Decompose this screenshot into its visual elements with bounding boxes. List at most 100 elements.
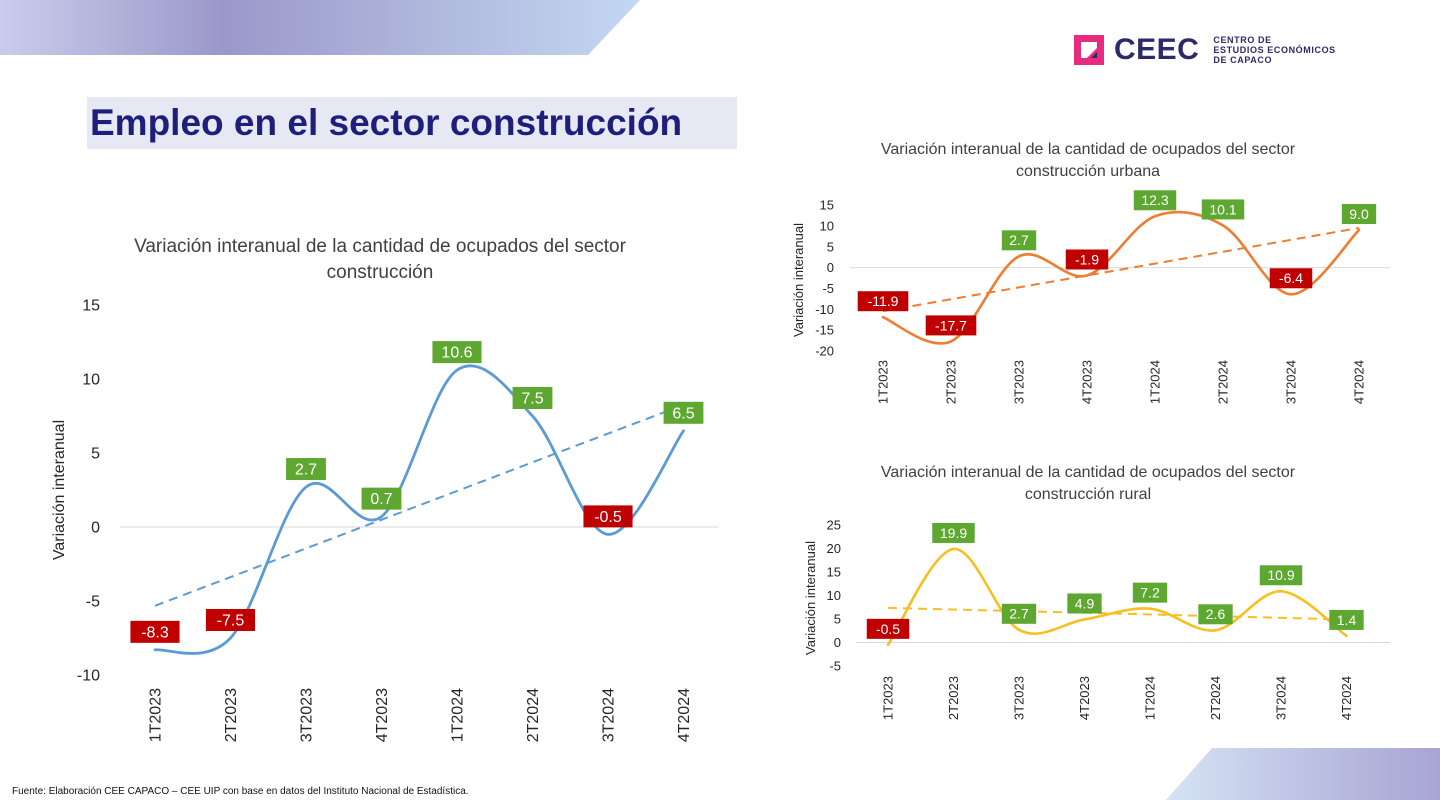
urbana-data-label-box <box>1133 190 1177 211</box>
urbana-y-tick-label: -10 <box>815 302 834 317</box>
urbana-chart: -20 -15 -10 -5 0 5 10 15 Variación interanual 1T2… <box>791 190 1390 404</box>
rural-data-label: -0.5 <box>866 618 910 639</box>
main-y-tick-label: -5 <box>86 594 100 611</box>
main-data-label-box <box>205 609 256 631</box>
urbana-data-label-text: -11.9 <box>868 293 899 309</box>
urbana-data-label-text: 9.0 <box>1349 206 1369 222</box>
main-data-label: -7.5 <box>205 609 256 631</box>
urbana-data-label-box <box>1201 199 1245 220</box>
urbana-data-label: 10.1 <box>1201 199 1245 220</box>
rural-data-label-box <box>1067 593 1102 614</box>
logo-subtitle: CENTRO DE ESTUDIOS ECONÓMICOS DE CAPACO <box>1213 35 1336 65</box>
main-data-label-text: -8.3 <box>141 624 169 641</box>
urbana-y-tick-label: 0 <box>827 260 834 275</box>
main-x-tick-label: 3T2023 <box>299 688 316 742</box>
rural-x-tick-label: 3T2023 <box>1012 676 1027 720</box>
rural-x-tick-label: 3T2024 <box>1274 676 1289 720</box>
main-chart-title: Variación interanual de la cantidad de o… <box>134 236 626 283</box>
main-data-label: 0.7 <box>361 487 402 510</box>
rural-x-tick-label: 4T2023 <box>1077 676 1092 720</box>
main-data-label-text: 2.7 <box>295 462 317 479</box>
rural-data-label-box <box>1329 609 1364 630</box>
main-data-label: 10.6 <box>432 341 482 364</box>
main-data-label-text: 7.5 <box>521 391 543 408</box>
urbana-data-label-box <box>1341 204 1377 225</box>
main-data-label: -0.5 <box>583 505 633 528</box>
urbana-data-label-box <box>925 315 977 336</box>
rural-data-label-text: 4.9 <box>1075 595 1095 611</box>
rural-data-label: 4.9 <box>1067 593 1102 614</box>
main-data-label-box <box>432 341 482 364</box>
rural-chart: -5 0 5 10 15 20 25 Variación interanual 1T2023 2T… <box>803 518 1390 720</box>
rural-data-label-text: -0.5 <box>876 621 900 637</box>
urbana-x-tick-label: 4T2023 <box>1080 360 1095 404</box>
rural-data-label-text: 2.7 <box>1009 606 1029 622</box>
urbana-x-tick-label: 3T2023 <box>1012 360 1027 404</box>
rural-x-tick-label: 2T2024 <box>1208 676 1223 720</box>
main-x-tick-label: 2T2023 <box>223 688 240 742</box>
rural-data-label-text: 10.9 <box>1267 567 1294 583</box>
rural-x-tick-label: 4T2024 <box>1339 676 1354 720</box>
rural-data-label: 2.7 <box>1001 603 1037 624</box>
main-data-label-box <box>663 401 704 424</box>
main-data-label: -8.3 <box>130 620 180 643</box>
main-x-tick-label: 1T2024 <box>450 688 467 742</box>
ceec-logo-icon <box>1074 35 1104 65</box>
main-data-label: 6.5 <box>663 401 704 424</box>
urbana-data-label: -17.7 <box>925 315 977 336</box>
rural-x-tick-label: 1T2023 <box>881 676 896 720</box>
main-data-label: 2.7 <box>286 458 326 481</box>
main-x-tick-label: 1T2023 <box>148 688 165 742</box>
main-data-label-box <box>130 620 180 643</box>
rural-x-tick-label: 1T2024 <box>1143 676 1158 720</box>
urbana-y-axis-label: Variación interanual <box>791 223 806 337</box>
rural-chart-title: Variación interanual de la cantidad de o… <box>880 464 1296 503</box>
urbana-data-label: -11.9 <box>857 291 909 312</box>
urbana-y-tick-label: -5 <box>822 281 834 296</box>
urbana-x-tick-label: 2T2024 <box>1216 360 1231 404</box>
top-left-band <box>0 0 640 55</box>
main-series-line <box>153 364 685 655</box>
urbana-x-tick-label: 2T2023 <box>944 360 959 404</box>
urbana-data-label-text: 12.3 <box>1141 192 1168 208</box>
rural-data-label-box <box>932 522 975 543</box>
urbana-data-label: -6.4 <box>1269 268 1313 289</box>
urbana-data-label: 9.0 <box>1341 204 1377 225</box>
main-data-label-text: 0.7 <box>370 491 392 508</box>
urbana-data-label: 2.7 <box>1001 230 1037 251</box>
urbana-y-tick-label: 15 <box>820 198 834 213</box>
urbana-data-label-text: -1.9 <box>1075 251 1099 267</box>
urbana-y-tick-label: -20 <box>815 344 834 359</box>
rural-data-label: 7.2 <box>1132 582 1168 603</box>
urbana-x-tick-label: 1T2024 <box>1148 360 1163 404</box>
urbana-data-label-box <box>1269 268 1313 289</box>
main-data-label-text: -0.5 <box>594 509 622 526</box>
main-y-tick-label: 5 <box>91 446 100 463</box>
rural-data-label: 19.9 <box>932 522 975 543</box>
ceec-logo: CEEC CENTRO DE ESTUDIOS ECONÓMICOS DE CA… <box>1074 33 1336 67</box>
urbana-data-label-text: 10.1 <box>1209 201 1236 217</box>
main-chart: -10 -5 0 5 10 15 Variación interanual 1T2023 2T2… <box>51 298 718 742</box>
main-x-tick-label: 3T2024 <box>601 688 618 742</box>
urbana-data-label-text: 2.7 <box>1009 232 1029 248</box>
rural-y-tick-label: 0 <box>834 635 841 650</box>
page-title: Empleo en el sector construcción <box>87 97 737 149</box>
rural-trendline <box>887 606 1347 621</box>
main-y-tick-label: 15 <box>82 298 100 315</box>
rural-y-tick-label: 15 <box>827 565 841 580</box>
main-data-label-box <box>512 387 553 409</box>
urbana-x-tick-label: 1T2023 <box>876 360 891 404</box>
rural-y-tick-label: 5 <box>834 612 841 627</box>
rural-data-label-box <box>866 618 910 639</box>
rural-data-label: 10.9 <box>1259 565 1303 586</box>
main-data-label-box <box>361 487 402 510</box>
main-y-tick-label: 10 <box>82 372 100 389</box>
urbana-data-label-box <box>1001 230 1037 251</box>
main-data-label-box <box>583 505 633 528</box>
rural-data-label: 2.6 <box>1198 604 1233 625</box>
main-data-label-text: 6.5 <box>672 405 694 422</box>
urbana-trendline <box>882 226 1360 313</box>
rural-data-label-text: 1.4 <box>1337 612 1357 628</box>
main-x-tick-label: 4T2024 <box>676 688 693 742</box>
urbana-data-label-box <box>1065 249 1109 270</box>
